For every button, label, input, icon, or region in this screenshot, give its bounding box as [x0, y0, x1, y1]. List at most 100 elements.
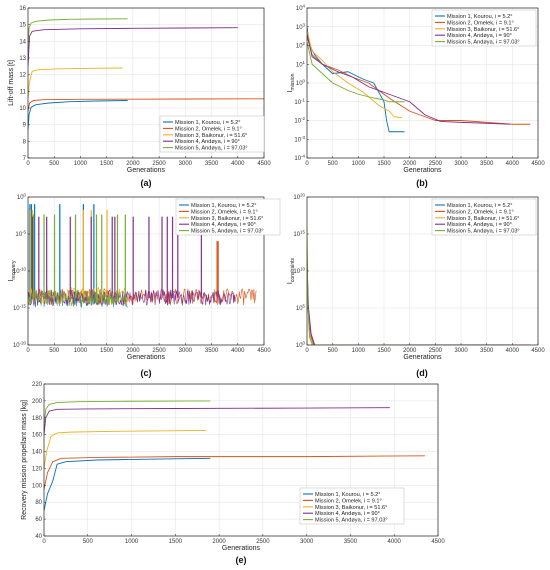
x-tick-label: 2500	[256, 539, 270, 545]
y-tick-label: 8	[23, 139, 27, 145]
series-line-4	[28, 208, 236, 307]
y-axis-label: Recovery mission propellant mass [kg]	[21, 400, 28, 520]
y-tick-label: 12	[19, 73, 26, 79]
y-tick-label: 40	[35, 534, 42, 540]
x-tick-label: 2000	[212, 539, 226, 545]
legend-entry: Mission 2, Omelek, i = 9.1°	[175, 126, 242, 132]
x-tick-label: 1500	[169, 539, 183, 545]
x-tick-label: 2500	[152, 161, 166, 167]
legend-entry: Mission 2, Omelek, i = 9.1°	[447, 209, 514, 215]
x-tick-label: 4000	[231, 348, 245, 354]
x-tick-label: 1000	[352, 348, 366, 354]
x-tick-label: 2000	[403, 348, 417, 354]
y-tick-label: 1010	[293, 267, 305, 276]
legend-box	[431, 198, 537, 236]
x-tick-label: 2000	[126, 161, 140, 167]
x-tick-label: 4500	[531, 161, 545, 167]
legend-entry: Mission 2, Omelek, i = 9.1°	[191, 209, 258, 215]
y-tick-label: 15	[19, 23, 26, 29]
legend-entry: Mission 1, Kourou, i = 5.2°	[447, 14, 513, 20]
x-tick-label: 2000	[403, 161, 417, 167]
y-tick-label: 105	[296, 304, 306, 313]
y-tick-label: 10-5	[15, 230, 26, 239]
x-tick-label: 500	[328, 348, 339, 354]
legend-box	[431, 9, 537, 47]
panel-label: (e)	[236, 555, 247, 565]
series-group	[28, 18, 264, 130]
series-line-1	[307, 26, 405, 133]
x-tick-label: 1500	[377, 348, 391, 354]
y-tick-label: 160	[32, 433, 43, 439]
x-tick-label: 3500	[205, 161, 219, 167]
series-line-3	[44, 429, 206, 469]
legend: Mission 1, Kourou, i = 5.2°Mission 2, Om…	[299, 487, 405, 525]
legend-entry: Mission 3, Baikonur, i = 51.6°	[191, 216, 263, 222]
x-tick-label: 1000	[125, 539, 139, 545]
x-tick-label: 3000	[454, 348, 468, 354]
series-group	[28, 204, 257, 308]
x-tick-label: 0	[26, 348, 30, 354]
x-tick-label: 0	[305, 161, 309, 167]
x-tick-label: 0	[42, 539, 46, 545]
series-group	[307, 226, 531, 345]
legend-entry: Mission 4, Andøya, i = 90°	[315, 511, 380, 517]
y-tick-label: 104	[296, 4, 306, 13]
x-tick-label: 0	[305, 348, 309, 354]
y-axis-label: Imission	[287, 73, 296, 92]
y-tick-label: 9	[23, 123, 27, 129]
legend-entry: Mission 1, Kourou, i = 5.2°	[315, 492, 381, 498]
y-tick-label: 102	[296, 41, 306, 50]
y-tick-label: 16	[19, 6, 26, 12]
legend-entry: Mission 1, Kourou, i = 5.2°	[447, 203, 513, 209]
y-tick-label: 10	[19, 106, 26, 112]
x-tick-label: 500	[328, 161, 339, 167]
y-tick-label: 10-15	[13, 304, 27, 313]
x-tick-label: 1000	[74, 348, 88, 354]
x-tick-label: 1500	[100, 348, 114, 354]
x-tick-label: 4500	[257, 161, 271, 167]
x-tick-label: 2500	[429, 161, 443, 167]
legend: Mission 1, Kourou, i = 5.2°Mission 2, Om…	[175, 198, 281, 236]
x-tick-label: 1500	[377, 161, 391, 167]
axes-frame	[43, 383, 439, 537]
y-tick-label: 140	[32, 450, 43, 456]
x-tick-label: 3500	[344, 539, 358, 545]
y-axis-label: Irecovery	[8, 260, 17, 282]
y-tick-label: 10-20	[13, 341, 27, 350]
series-line-5	[307, 241, 405, 345]
series-line-2	[28, 208, 257, 306]
y-tick-label: 120	[32, 466, 43, 472]
series-line-4	[307, 34, 510, 125]
series-group	[44, 400, 425, 511]
legend-entry: Mission 3, Baikonur, i = 51.6°	[447, 216, 519, 222]
y-tick-label: 60	[35, 517, 42, 523]
y-tick-label: 100	[296, 79, 306, 88]
y-tick-label: 10-4	[294, 154, 305, 163]
series-line-3	[28, 67, 123, 99]
y-tick-label: 13	[19, 56, 26, 62]
x-tick-label: 3000	[179, 348, 193, 354]
x-tick-label: 2000	[126, 348, 140, 354]
legend-entry: Mission 4, Andøya, i = 90°	[447, 222, 512, 228]
legend-entry: Mission 1, Kourou, i = 5.2°	[175, 120, 241, 126]
chart-a: 0 500 1000 1500 2000 2500 3000 3500 4000 4500 7 8 9 1…	[8, 6, 271, 188]
series-line-5	[44, 400, 211, 427]
legend-entry: Mission 3, Baikonur, i = 51.6°	[315, 505, 387, 511]
y-tick-label: 220	[32, 382, 43, 388]
x-tick-label: 4000	[388, 539, 402, 545]
legend-box	[299, 487, 405, 525]
x-axis-label: Generations	[403, 354, 442, 361]
y-tick-label: 100	[32, 483, 43, 489]
x-tick-label: 4000	[506, 161, 520, 167]
y-tick-label: 103	[296, 22, 306, 31]
y-tick-label: 11	[20, 89, 27, 95]
legend-entry: Mission 5, Andøya, i = 97.03°	[447, 229, 520, 235]
chart-d: 0 500 1000 1500 2000 2500 3000 3500 4000 4500 100 1…	[287, 193, 545, 379]
series-line-2	[44, 455, 425, 490]
x-tick-label: 2500	[429, 348, 443, 354]
y-tick-label: 180	[32, 416, 43, 422]
legend-entry: Mission 2, Omelek, i = 9.1°	[315, 498, 382, 504]
y-axis-label: Lift-off mass [t]	[8, 60, 15, 106]
y-tick-label: 10-2	[294, 116, 305, 125]
